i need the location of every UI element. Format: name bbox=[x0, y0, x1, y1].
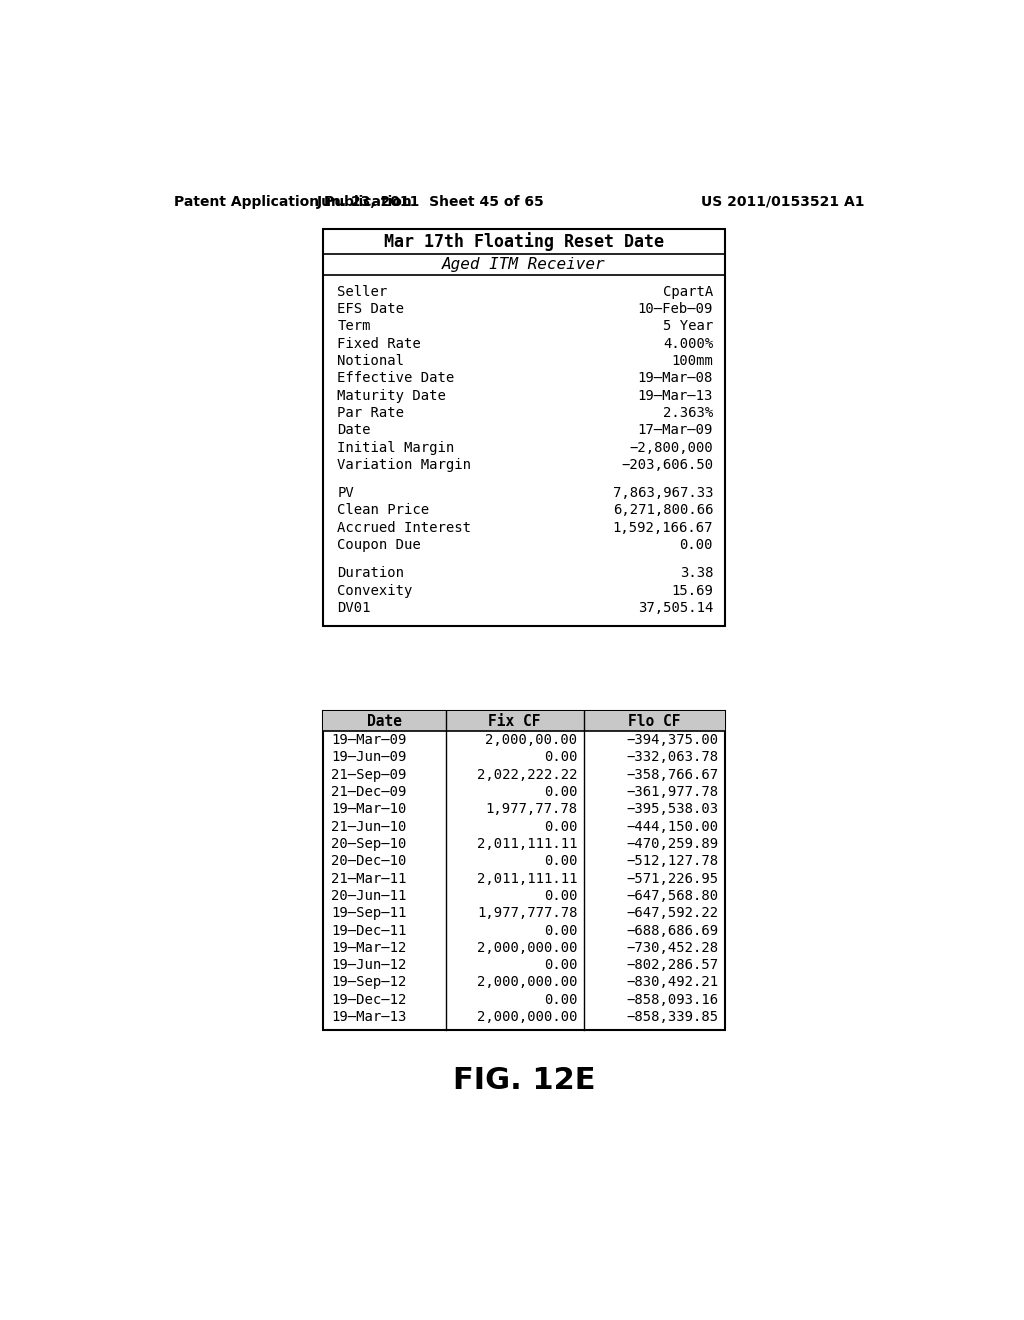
Text: 21–Jun–10: 21–Jun–10 bbox=[331, 820, 407, 833]
Text: −647,592.22: −647,592.22 bbox=[627, 907, 719, 920]
Bar bbox=[324, 711, 725, 731]
Text: 21–Sep–09: 21–Sep–09 bbox=[331, 768, 407, 781]
Text: 10–Feb–09: 10–Feb–09 bbox=[638, 302, 713, 315]
Text: 2,011,111.11: 2,011,111.11 bbox=[477, 871, 578, 886]
Text: 100mm: 100mm bbox=[672, 354, 713, 368]
Text: 2,000,000.00: 2,000,000.00 bbox=[477, 975, 578, 990]
Text: Fix CF: Fix CF bbox=[488, 714, 541, 729]
Text: 2,000,000.00: 2,000,000.00 bbox=[477, 941, 578, 954]
Text: Effective Date: Effective Date bbox=[337, 371, 455, 385]
Text: −2,800,000: −2,800,000 bbox=[630, 441, 713, 454]
Text: 19–Mar–08: 19–Mar–08 bbox=[638, 371, 713, 385]
Text: −830,492.21: −830,492.21 bbox=[627, 975, 719, 990]
Text: 20–Sep–10: 20–Sep–10 bbox=[331, 837, 407, 851]
Text: 37,505.14: 37,505.14 bbox=[638, 601, 713, 615]
Text: 0.00: 0.00 bbox=[544, 854, 578, 869]
Text: Clean Price: Clean Price bbox=[337, 503, 429, 517]
Text: −858,093.16: −858,093.16 bbox=[627, 993, 719, 1007]
Text: −730,452.28: −730,452.28 bbox=[627, 941, 719, 954]
Text: US 2011/0153521 A1: US 2011/0153521 A1 bbox=[700, 194, 864, 209]
Text: 0.00: 0.00 bbox=[544, 750, 578, 764]
Text: Variation Margin: Variation Margin bbox=[337, 458, 471, 473]
Text: 6,271,800.66: 6,271,800.66 bbox=[612, 503, 713, 517]
Text: −203,606.50: −203,606.50 bbox=[621, 458, 713, 473]
Text: Aged ITM Receiver: Aged ITM Receiver bbox=[442, 257, 606, 272]
Text: 19–Mar–09: 19–Mar–09 bbox=[331, 733, 407, 747]
Text: 19–Dec–12: 19–Dec–12 bbox=[331, 993, 407, 1007]
Text: Maturity Date: Maturity Date bbox=[337, 389, 446, 403]
Text: 1,592,166.67: 1,592,166.67 bbox=[612, 521, 713, 535]
Text: Patent Application Publication: Patent Application Publication bbox=[174, 194, 413, 209]
Text: Date: Date bbox=[367, 714, 402, 729]
Text: −512,127.78: −512,127.78 bbox=[627, 854, 719, 869]
Text: −858,339.85: −858,339.85 bbox=[627, 1010, 719, 1024]
Text: 4.000%: 4.000% bbox=[663, 337, 713, 351]
Text: −361,977.78: −361,977.78 bbox=[627, 785, 719, 799]
Text: 19–Jun–12: 19–Jun–12 bbox=[331, 958, 407, 972]
Text: Par Rate: Par Rate bbox=[337, 407, 404, 420]
Text: 0.00: 0.00 bbox=[544, 785, 578, 799]
Text: 20–Jun–11: 20–Jun–11 bbox=[331, 888, 407, 903]
Text: Seller: Seller bbox=[337, 285, 387, 298]
Text: Date: Date bbox=[337, 424, 371, 437]
Text: 20–Dec–10: 20–Dec–10 bbox=[331, 854, 407, 869]
Text: 0.00: 0.00 bbox=[680, 539, 713, 552]
Text: −332,063.78: −332,063.78 bbox=[627, 750, 719, 764]
Text: 0.00: 0.00 bbox=[544, 958, 578, 972]
Text: Notional: Notional bbox=[337, 354, 404, 368]
Text: 19–Dec–11: 19–Dec–11 bbox=[331, 924, 407, 937]
Text: 19–Mar–10: 19–Mar–10 bbox=[331, 803, 407, 816]
Text: −394,375.00: −394,375.00 bbox=[627, 733, 719, 747]
Text: 2.363%: 2.363% bbox=[663, 407, 713, 420]
Text: Accrued Interest: Accrued Interest bbox=[337, 521, 471, 535]
Text: 19–Mar–12: 19–Mar–12 bbox=[331, 941, 407, 954]
Text: 0.00: 0.00 bbox=[544, 924, 578, 937]
Text: 0.00: 0.00 bbox=[544, 820, 578, 833]
Text: −470,259.89: −470,259.89 bbox=[627, 837, 719, 851]
Text: 2,000,00.00: 2,000,00.00 bbox=[485, 733, 578, 747]
Text: −802,286.57: −802,286.57 bbox=[627, 958, 719, 972]
Text: Convexity: Convexity bbox=[337, 583, 413, 598]
Text: 15.69: 15.69 bbox=[672, 583, 713, 598]
Text: 0.00: 0.00 bbox=[544, 993, 578, 1007]
Bar bbox=[324, 230, 725, 626]
Text: EFS Date: EFS Date bbox=[337, 302, 404, 315]
Text: 19–Sep–12: 19–Sep–12 bbox=[331, 975, 407, 990]
Text: −358,766.67: −358,766.67 bbox=[627, 768, 719, 781]
Text: Duration: Duration bbox=[337, 566, 404, 581]
Text: 19–Jun–09: 19–Jun–09 bbox=[331, 750, 407, 764]
Text: 19–Mar–13: 19–Mar–13 bbox=[638, 389, 713, 403]
Text: 3.38: 3.38 bbox=[680, 566, 713, 581]
Text: −647,568.80: −647,568.80 bbox=[627, 888, 719, 903]
Text: 19–Sep–11: 19–Sep–11 bbox=[331, 907, 407, 920]
Text: Jun. 23, 2011  Sheet 45 of 65: Jun. 23, 2011 Sheet 45 of 65 bbox=[316, 194, 544, 209]
Text: 19–Mar–13: 19–Mar–13 bbox=[331, 1010, 407, 1024]
Text: FIG. 12E: FIG. 12E bbox=[453, 1067, 595, 1096]
Text: 21–Dec–09: 21–Dec–09 bbox=[331, 785, 407, 799]
Text: CpartA: CpartA bbox=[663, 285, 713, 298]
Text: 2,022,222.22: 2,022,222.22 bbox=[477, 768, 578, 781]
Text: Mar 17th Floating Reset Date: Mar 17th Floating Reset Date bbox=[384, 232, 664, 251]
Text: −688,686.69: −688,686.69 bbox=[627, 924, 719, 937]
Text: 17–Mar–09: 17–Mar–09 bbox=[638, 424, 713, 437]
Text: PV: PV bbox=[337, 486, 354, 500]
Text: −395,538.03: −395,538.03 bbox=[627, 803, 719, 816]
Text: Term: Term bbox=[337, 319, 371, 334]
Text: DV01: DV01 bbox=[337, 601, 371, 615]
Text: −444,150.00: −444,150.00 bbox=[627, 820, 719, 833]
Text: Initial Margin: Initial Margin bbox=[337, 441, 455, 454]
Text: 1,977,777.78: 1,977,777.78 bbox=[477, 907, 578, 920]
Bar bbox=[324, 711, 725, 1031]
Text: 5 Year: 5 Year bbox=[663, 319, 713, 334]
Text: −571,226.95: −571,226.95 bbox=[627, 871, 719, 886]
Text: 0.00: 0.00 bbox=[544, 888, 578, 903]
Text: Coupon Due: Coupon Due bbox=[337, 539, 421, 552]
Text: 1,977,77.78: 1,977,77.78 bbox=[485, 803, 578, 816]
Text: 7,863,967.33: 7,863,967.33 bbox=[612, 486, 713, 500]
Text: 2,011,111.11: 2,011,111.11 bbox=[477, 837, 578, 851]
Text: Fixed Rate: Fixed Rate bbox=[337, 337, 421, 351]
Text: 2,000,000.00: 2,000,000.00 bbox=[477, 1010, 578, 1024]
Text: 21–Mar–11: 21–Mar–11 bbox=[331, 871, 407, 886]
Text: Flo CF: Flo CF bbox=[628, 714, 681, 729]
